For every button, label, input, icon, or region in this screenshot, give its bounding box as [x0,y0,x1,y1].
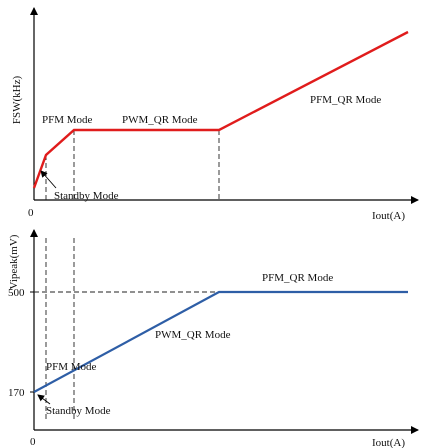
bottom-pfm-mode-label: PFM Mode [46,361,97,373]
bottom-vipeak-curve [33,290,408,393]
top-fsw-curve [32,30,409,189]
top-standby-mode-label: Standby Mode [54,190,119,202]
top-pfm-qr-mode-label: PFM_QR Mode [310,94,381,106]
bottom-standby-mode-label: Standby Mode [46,405,111,417]
top-chart: FSW(kHz) 0 Iout(A) PFM Mode PWM_QR Mode … [11,7,419,222]
bottom-origin-label: 0 [30,436,36,448]
bottom-y-axis-label: Vipeak(mV) [8,234,20,289]
top-y-axis-label: FSW(kHz) [11,76,23,125]
top-origin-label: 0 [28,207,34,219]
bottom-tick-500-label: 500 [8,287,25,299]
top-x-axis-label: Iout(A) [372,210,405,222]
bottom-pwm-qr-mode-label: PWM_QR Mode [155,329,231,341]
top-pwm-qr-mode-label: PWM_QR Mode [122,114,198,126]
bottom-standby-pointer [37,394,51,405]
top-pfm-mode-label: PFM Mode [42,114,93,126]
top-standby-pointer [40,170,57,189]
bottom-chart: Vipeak(mV) 500 170 0 Iout(A) PFM_QR Mode… [8,229,419,448]
bottom-x-axis-label: Iout(A) [372,437,405,448]
bottom-pfm-qr-mode-label: PFM_QR Mode [262,272,333,284]
bottom-tick-170-label: 170 [8,387,25,399]
